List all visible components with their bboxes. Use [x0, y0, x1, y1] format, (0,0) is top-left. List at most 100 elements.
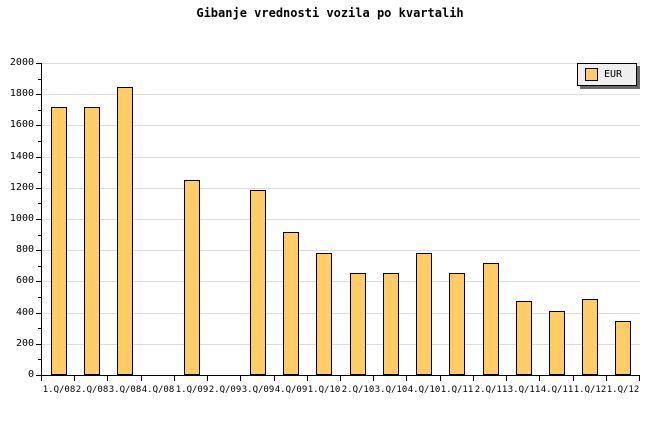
x-axis-category-label: 1.Q/12 [573, 385, 607, 395]
bar [416, 253, 432, 375]
x-axis-category-label: 3.Q/09 [241, 385, 275, 395]
y-axis-major-tick [36, 375, 41, 376]
bar [184, 180, 200, 375]
x-axis-category-label: 1.Q/11 [440, 385, 474, 395]
y-axis-tick-label: 400 [15, 307, 34, 318]
bar [449, 273, 465, 375]
legend-label: EUR [604, 69, 623, 80]
y-axis-minor-tick [38, 203, 41, 204]
y-axis-tick-label: 1600 [9, 119, 34, 130]
x-axis-tick [406, 376, 407, 381]
bar [350, 273, 366, 375]
y-axis-major-tick [36, 219, 41, 220]
gridline [42, 157, 640, 158]
x-axis-tick [539, 376, 540, 381]
y-axis-minor-tick [38, 141, 41, 142]
y-axis-major-tick [36, 344, 41, 345]
x-axis-tick [639, 376, 640, 381]
x-axis-tick [473, 376, 474, 381]
x-axis-category-label: 1.Q/12 [606, 385, 640, 395]
gridline [42, 188, 640, 189]
gridline [42, 219, 640, 220]
y-axis-tick-label: 600 [15, 275, 34, 286]
x-axis-category-label: 2.Q/11 [474, 385, 508, 395]
x-axis-category-label: 2.Q/08 [75, 385, 109, 395]
bar [283, 232, 299, 375]
bar [483, 263, 499, 375]
y-axis-tick-label: 0 [27, 369, 34, 380]
gridline [42, 125, 640, 126]
bar [250, 190, 266, 375]
y-axis-tick-label: 1400 [9, 151, 34, 162]
x-axis-category-label: 4.Q/08 [141, 385, 175, 395]
gridline [42, 63, 640, 64]
y-axis-tick-label: 800 [15, 244, 34, 255]
x-axis-category-label: 4.Q/10 [407, 385, 441, 395]
x-axis-tick [107, 376, 108, 381]
x-axis-tick [506, 376, 507, 381]
gridline [42, 313, 640, 314]
bar [117, 87, 133, 375]
bar [516, 301, 532, 375]
gridline [42, 250, 640, 251]
x-axis-tick [174, 376, 175, 381]
y-axis-minor-tick [38, 79, 41, 80]
bar [582, 299, 598, 375]
x-axis-tick [207, 376, 208, 381]
y-axis-major-tick [36, 313, 41, 314]
y-axis-minor-tick [38, 235, 41, 236]
x-axis-category-label: 3.Q/11 [507, 385, 541, 395]
y-axis-minor-tick [38, 328, 41, 329]
bar [615, 321, 631, 375]
y-axis-tick-label: 2000 [9, 57, 34, 68]
legend-swatch [585, 68, 598, 81]
y-axis-minor-tick [38, 172, 41, 173]
x-axis-category-label: 2.Q/09 [208, 385, 242, 395]
y-axis-minor-tick [38, 359, 41, 360]
chart-title: Gibanje vrednosti vozila po kvartalih [196, 6, 464, 20]
legend: EUR [577, 63, 637, 86]
bar [51, 107, 67, 375]
y-axis-tick-label: 200 [15, 338, 34, 349]
x-axis-tick [373, 376, 374, 381]
x-axis-category-label: 1.Q/09 [175, 385, 209, 395]
bar [383, 273, 399, 375]
bar [316, 253, 332, 375]
gridline [42, 94, 640, 95]
y-axis-minor-tick [38, 297, 41, 298]
x-axis-category-label: 1.Q/10 [307, 385, 341, 395]
y-axis-major-tick [36, 281, 41, 282]
y-axis-major-tick [36, 250, 41, 251]
y-axis-tick-label: 1800 [9, 88, 34, 99]
x-axis-category-label: 3.Q/10 [374, 385, 408, 395]
x-axis-category-label: 4.Q/11 [540, 385, 574, 395]
y-axis-minor-tick [38, 110, 41, 111]
x-axis-tick [340, 376, 341, 381]
gridline [42, 344, 640, 345]
plot-area [41, 63, 640, 376]
gridline [42, 281, 640, 282]
y-axis-major-tick [36, 94, 41, 95]
x-axis-tick [274, 376, 275, 381]
x-axis-category-label: 2.Q/10 [341, 385, 375, 395]
y-axis-major-tick [36, 63, 41, 64]
x-axis-category-label: 4.Q/09 [274, 385, 308, 395]
x-axis-category-label: 3.Q/08 [108, 385, 142, 395]
x-axis-tick [74, 376, 75, 381]
x-axis-category-label: 1.Q/08 [42, 385, 76, 395]
x-axis-tick [41, 376, 42, 381]
x-axis-tick [440, 376, 441, 381]
y-axis-minor-tick [38, 266, 41, 267]
y-axis-tick-label: 1000 [9, 213, 34, 224]
x-axis-tick [141, 376, 142, 381]
bar [549, 311, 565, 375]
x-axis-tick [240, 376, 241, 381]
y-axis-major-tick [36, 157, 41, 158]
y-axis-major-tick [36, 125, 41, 126]
bar [84, 107, 100, 375]
x-axis-tick [573, 376, 574, 381]
y-axis-major-tick [36, 188, 41, 189]
x-axis-tick [606, 376, 607, 381]
x-axis-tick [307, 376, 308, 381]
